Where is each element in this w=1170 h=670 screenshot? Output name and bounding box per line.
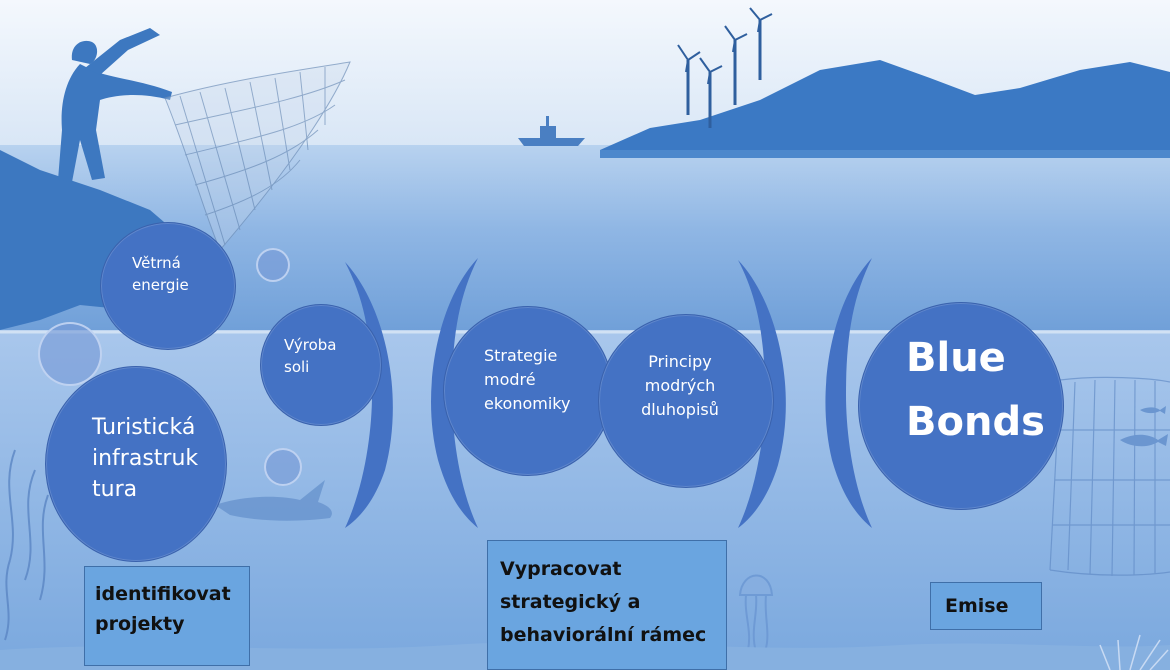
decorative-bubble: [256, 248, 290, 282]
decorative-bubble: [264, 448, 302, 486]
node-blue-bonds: [858, 302, 1064, 510]
jellyfish: [738, 574, 774, 653]
node-strategie-label: Strategie modré ekonomiky: [484, 346, 571, 413]
node-strategie: [443, 306, 613, 476]
note-emise: Emise: [930, 582, 1042, 630]
node-vetrna-energie-label: Větrná energie: [132, 254, 189, 294]
node-turisticka-infrastruktura-label: Turistická infrastruk tura: [92, 415, 199, 502]
shark: [215, 480, 332, 521]
arc-close-2: [738, 260, 786, 528]
coral-right: [1099, 634, 1169, 670]
arc-open-2: [825, 258, 872, 528]
node-vyroba-soli: [260, 304, 382, 426]
seaweed-left: [4, 449, 49, 641]
decorative-bubble: [38, 322, 102, 386]
arc-close-1: [345, 262, 393, 528]
ship: [518, 116, 585, 146]
note-identifikovat-projekty: identifikovat projekty: [84, 566, 250, 666]
node-principy-label: Principy modrých dluhopisů: [641, 352, 719, 419]
island-hills: [600, 60, 1170, 150]
arc-open-1: [431, 258, 478, 528]
bracket-arcs: [345, 258, 872, 528]
node-vyroba-soli-label: Výroba soli: [284, 336, 337, 376]
fish-cage: [1049, 376, 1170, 577]
wind-turbines: [677, 7, 773, 128]
fish-school: [1120, 406, 1168, 447]
note-vypracovat-ramec: Vypracovat strategický a behaviorální rá…: [487, 540, 727, 670]
node-turisticka-infrastruktura: [45, 366, 227, 562]
node-vetrna-energie: [100, 222, 236, 350]
node-principy: [598, 314, 774, 488]
node-blue-bonds-label: Blue Bonds: [906, 335, 1045, 445]
fishing-net: [164, 61, 351, 251]
